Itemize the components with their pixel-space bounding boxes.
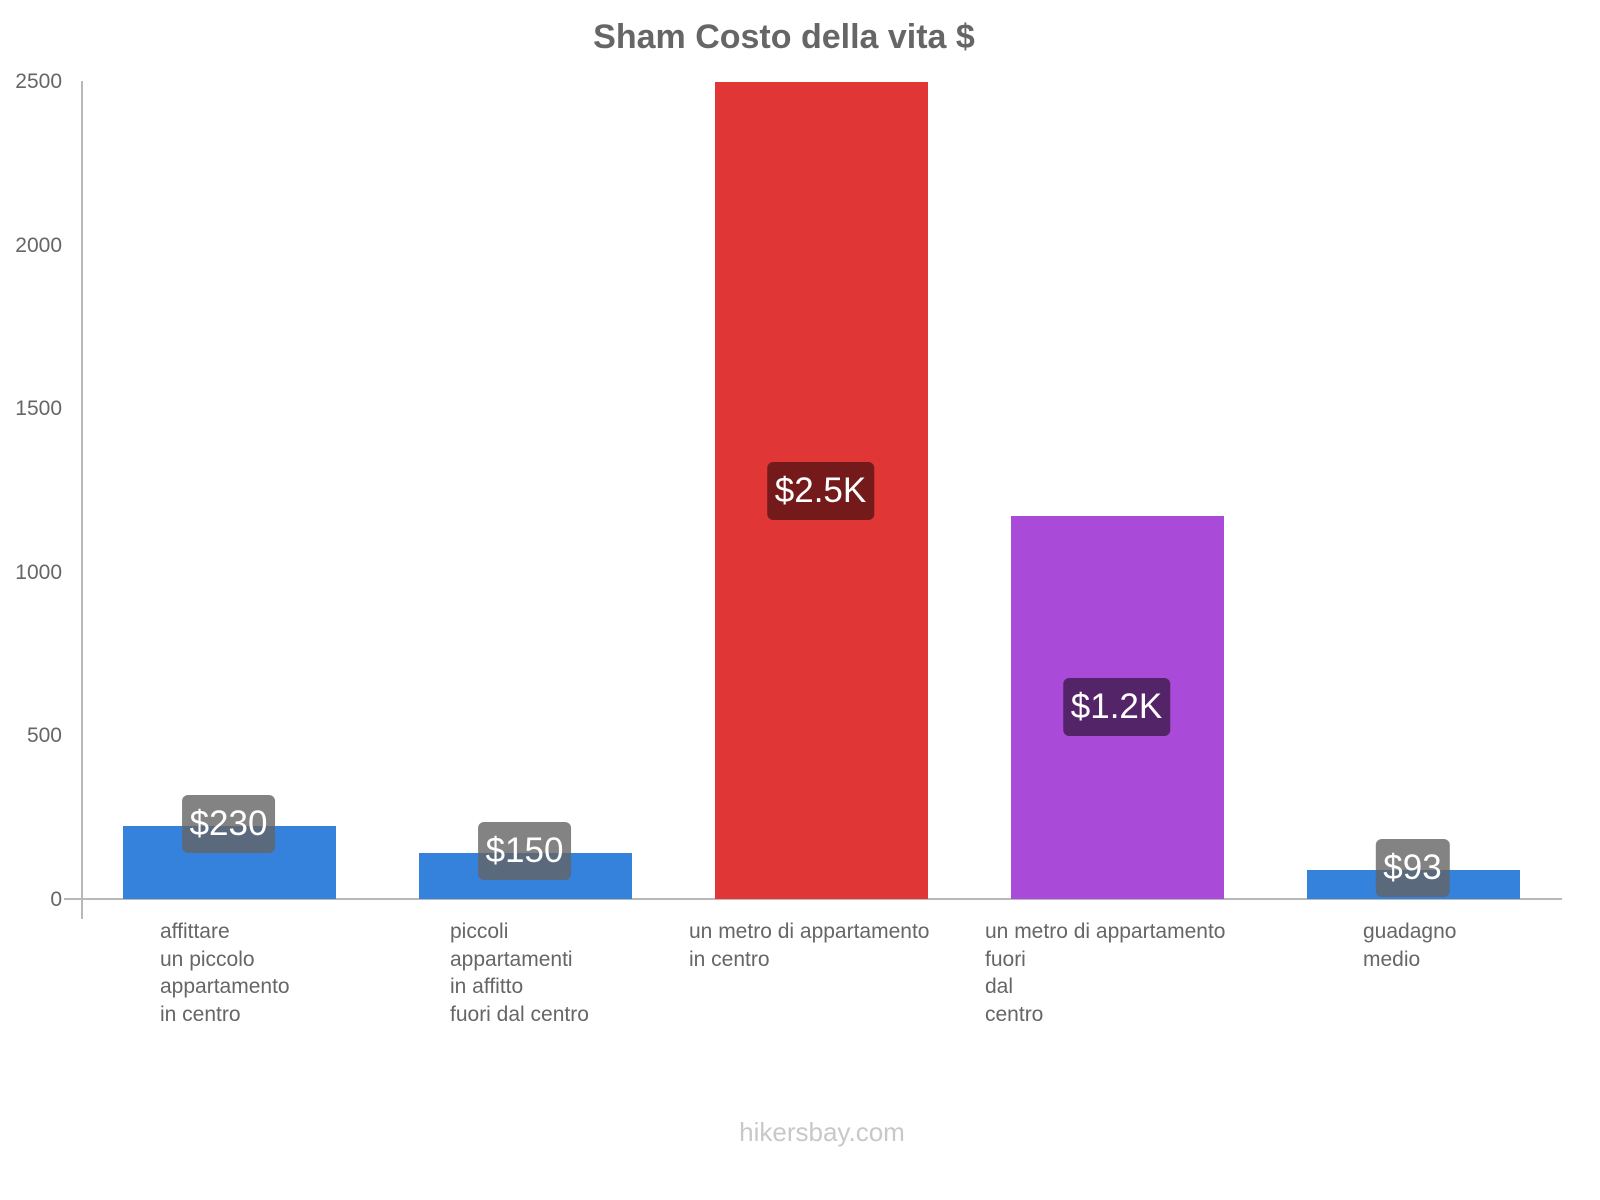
- bar-value-label: $150: [477, 821, 572, 880]
- x-category-label: piccoli appartamenti in affitto fuori da…: [450, 920, 589, 1026]
- x-axis: [64, 898, 1562, 900]
- y-tick-label: 1000: [15, 561, 62, 584]
- x-category-label: un metro di appartamento fuori dal centr…: [985, 920, 1226, 1026]
- y-tick-label: 2000: [15, 234, 62, 257]
- bar-value-label: $230: [181, 795, 276, 854]
- y-tick-label: 2500: [15, 70, 62, 93]
- bar-value-label: $1.2K: [1062, 678, 1171, 737]
- x-category-label: affittare un piccolo appartamento in cen…: [160, 920, 290, 1026]
- x-category-label: guadagno medio: [1363, 920, 1457, 971]
- watermark: hikersbay.com: [739, 1117, 905, 1147]
- bar-value-label: $2.5K: [766, 461, 875, 520]
- bar-value-label: $93: [1375, 838, 1450, 897]
- y-axis: [81, 81, 83, 919]
- chart-title: Sham Costo della vita $: [593, 18, 975, 56]
- y-tick-label: 1500: [15, 397, 62, 420]
- y-tick-label: 500: [26, 724, 62, 747]
- y-tick-label: 0: [50, 888, 62, 911]
- x-category-label: un metro di appartamento in centro: [689, 920, 930, 971]
